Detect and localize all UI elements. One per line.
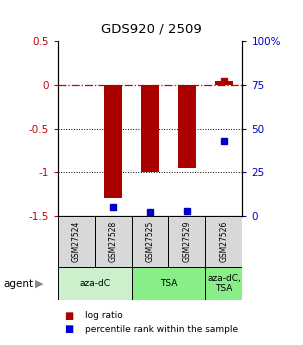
Text: GSM27525: GSM27525 [145,221,155,262]
Bar [132,267,205,300]
Text: ▶: ▶ [35,279,44,289]
Text: log ratio: log ratio [85,311,123,320]
Bar [178,85,196,168]
Text: GSM27524: GSM27524 [72,221,81,262]
Bar [205,267,242,300]
Bar [132,216,168,267]
Text: ■: ■ [64,325,73,334]
Text: GSM27528: GSM27528 [108,221,118,262]
Text: GSM27529: GSM27529 [182,221,191,262]
Bar [215,81,233,85]
Text: GDS920 / 2509: GDS920 / 2509 [101,22,202,36]
Bar [141,85,159,172]
Bar [104,85,122,198]
Text: aza-dC,
TSA: aza-dC, TSA [207,274,241,294]
Text: percentile rank within the sample: percentile rank within the sample [85,325,238,334]
Bar [168,216,205,267]
Bar [58,267,132,300]
Bar [205,216,242,267]
Text: aza-dC: aza-dC [79,279,110,288]
Bar [95,216,132,267]
Text: GSM27526: GSM27526 [219,221,228,262]
Bar [58,216,95,267]
Text: ■: ■ [64,311,73,321]
Text: agent: agent [3,279,33,289]
Text: TSA: TSA [160,279,177,288]
